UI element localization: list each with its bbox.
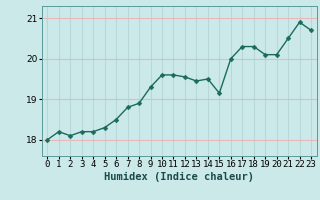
X-axis label: Humidex (Indice chaleur): Humidex (Indice chaleur) [104, 172, 254, 182]
